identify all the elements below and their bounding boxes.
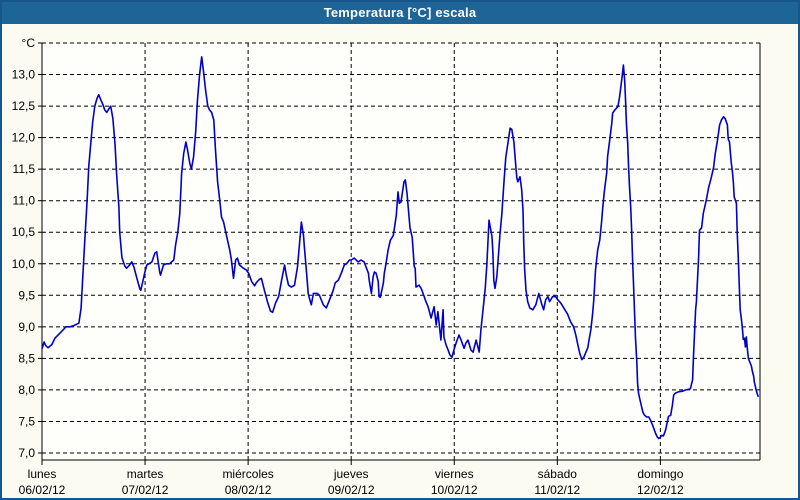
temperature-chart: 7,0 7,5 8,0 8,5 9,0 9,5 10,0 10,5 11,0 11,5 12,0 12… [12,36,761,497]
x-date-label: 06/02/12 [19,483,66,497]
x-day-label: jueves [333,467,369,481]
x-date-label: 11/02/12 [534,483,580,497]
y-tick-label: 11,5 [13,162,36,176]
y-tick-label: 8,0 [18,383,35,397]
plot-background [42,43,760,460]
y-tick-label: 7,5 [18,414,35,428]
x-date-label: 08/02/12 [225,483,272,497]
y-tick-label: 7,0 [18,446,35,460]
x-day-label: sábado [538,467,578,481]
x-date-label: 09/02/12 [328,483,375,497]
y-tick-label: 10,5 [12,225,36,239]
x-day-label: viernes [435,467,474,481]
x-day-label: lunes [28,467,57,481]
y-tick-label: 12,5 [12,99,36,113]
y-tick-label: 9,0 [18,320,35,334]
y-tick-label: 11,0 [13,194,36,208]
y-tick-label: °C [22,36,36,50]
chart-area: 7,0 7,5 8,0 8,5 9,0 9,5 10,0 10,5 11,0 11,5 12,0 12… [2,24,798,498]
x-day-label: martes [127,467,164,481]
y-tick-label: 13,0 [12,68,36,82]
x-date-label: 10/02/12 [431,483,478,497]
x-date-label: 07/02/12 [122,483,169,497]
y-tick-label: 9,5 [18,288,35,302]
page-title: Temperatura [°C] escala [323,5,477,20]
temperature-line [41,56,760,440]
window-titlebar: Temperatura [°C] escala [2,2,798,24]
y-tick-label: 12,0 [12,131,36,145]
x-day-label: miércoles [222,467,273,481]
x-day-label: domingo [637,467,683,481]
y-tick-label: 10,0 [12,257,36,271]
x-date-label: 12/02/12 [637,483,684,497]
y-tick-label: 8,5 [18,351,35,365]
